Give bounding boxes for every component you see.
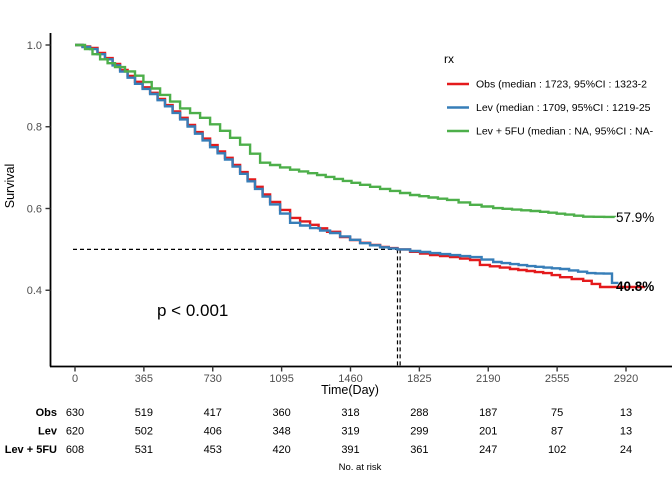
x-tick-label: 2920	[614, 373, 638, 385]
curve-lev-5fu	[75, 43, 616, 219]
risk-value: 102	[548, 444, 566, 456]
x-axis-title: Time(Day)	[321, 383, 379, 397]
p-value-label: p < 0.001	[157, 301, 228, 320]
x-tick-label: 1825	[407, 373, 431, 385]
risk-value: 187	[479, 407, 497, 419]
risk-value: 299	[410, 426, 428, 438]
risk-value: 630	[66, 407, 84, 419]
risk-value: 620	[66, 426, 84, 438]
survival-curves	[75, 43, 645, 289]
x-tick-label: 0	[72, 373, 78, 385]
risk-row-label: Obs	[36, 407, 57, 419]
risk-value: 453	[204, 444, 222, 456]
y-tick-label: 1.0	[27, 40, 42, 52]
risk-value: 13	[620, 407, 632, 419]
legend: rx Obs (median : 1723, 95%CI : 1323-2 Le…	[444, 52, 654, 138]
legend-label-lev5fu: Lev + 5FU (median : NA, 95%CI : NA-	[476, 126, 654, 138]
risk-value: 201	[479, 426, 497, 438]
risk-value: 24	[620, 444, 632, 456]
risk-value: 247	[479, 444, 497, 456]
risk-value: 417	[204, 407, 222, 419]
risk-value: 391	[341, 444, 359, 456]
risk-row-label: Lev + 5FU	[5, 444, 57, 456]
y-tick-label: 0.8	[27, 122, 42, 134]
risk-value: 406	[204, 426, 222, 438]
y-tick-label: 0.4	[27, 285, 42, 297]
y-tick-label: 0.6	[27, 203, 42, 215]
risk-value: 87	[551, 426, 563, 438]
x-tick-label: 365	[135, 373, 153, 385]
risk-value: 420	[272, 444, 290, 456]
end-label-lev5fu: 57.9%	[616, 210, 654, 225]
risk-value: 348	[272, 426, 290, 438]
legend-label-lev: Lev (median : 1709, 95%CI : 1219-25	[476, 102, 651, 114]
risk-table: Obs 630 519 417 360 318 288 187 75 13 Lev 620 502 406…	[5, 407, 632, 456]
x-tick-label: 1095	[269, 373, 293, 385]
risk-value: 318	[341, 407, 359, 419]
end-label-obs: 40.8%	[616, 279, 654, 294]
x-tick-label: 2190	[476, 373, 500, 385]
risk-value: 13	[620, 426, 632, 438]
risk-value: 75	[551, 407, 563, 419]
risk-value: 531	[135, 444, 153, 456]
risk-table-caption: No. at risk	[339, 462, 382, 473]
legend-label-obs: Obs (median : 1723, 95%CI : 1323-2	[476, 79, 647, 91]
x-tick-label: 2555	[545, 373, 569, 385]
risk-value: 502	[135, 426, 153, 438]
x-tick-label: 1460	[338, 373, 362, 385]
axes: 1.0 0.8 0.6 0.4 0 365 730 1095 1460 1825 2190 2555 2…	[27, 33, 672, 385]
risk-row-label: Lev	[38, 426, 58, 438]
risk-value: 319	[341, 426, 359, 438]
legend-title: rx	[444, 52, 454, 66]
risk-value: 361	[410, 444, 428, 456]
risk-value: 288	[410, 407, 428, 419]
y-axis-title: Survival	[3, 164, 17, 208]
x-tick-label: 730	[204, 373, 222, 385]
curve-lev	[75, 43, 619, 285]
risk-value: 360	[272, 407, 290, 419]
risk-value: 519	[135, 407, 153, 419]
median-dashed-lines	[73, 248, 401, 366]
risk-value: 608	[66, 444, 84, 456]
